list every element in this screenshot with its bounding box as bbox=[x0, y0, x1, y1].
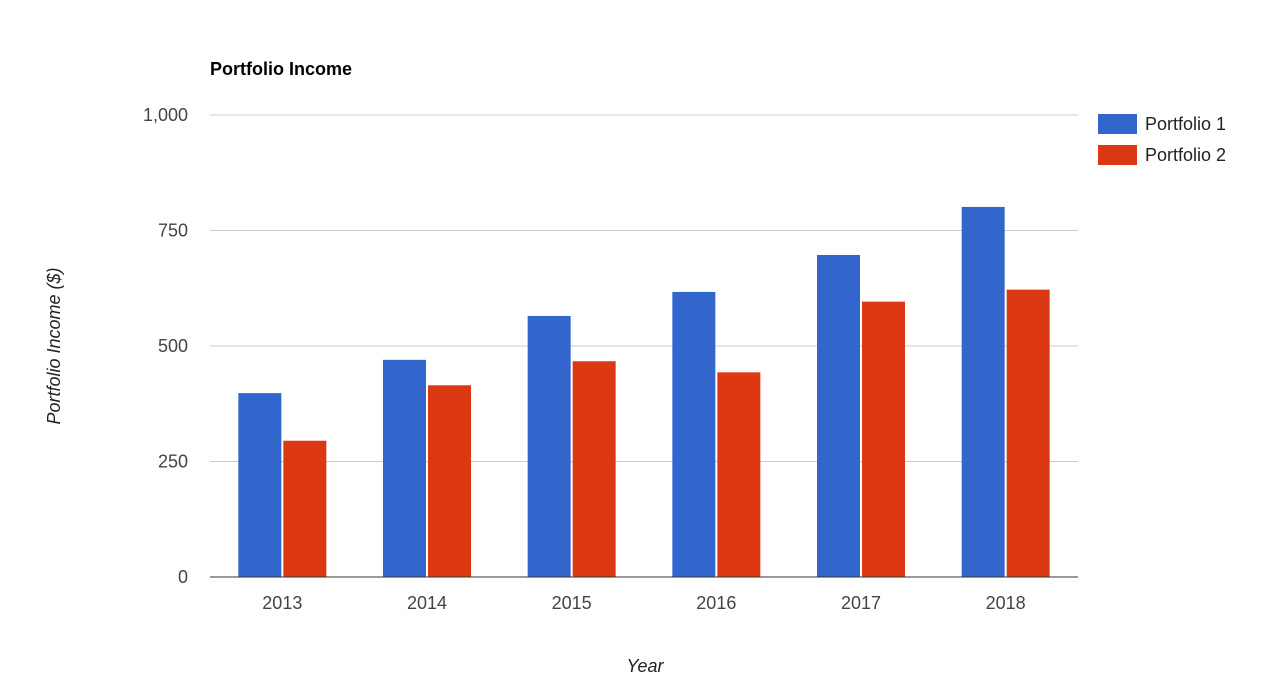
bar-portfolio-1-2016[interactable] bbox=[672, 291, 716, 577]
y-tick-label: 0 bbox=[178, 567, 188, 587]
y-tick-label: 1,000 bbox=[143, 105, 188, 125]
bar-portfolio-2-2013[interactable] bbox=[283, 440, 327, 577]
bar-portfolio-1-2018[interactable] bbox=[961, 206, 1005, 578]
chart-title: Portfolio Income bbox=[210, 59, 352, 79]
gridlines bbox=[210, 114, 1078, 462]
bar-portfolio-1-2014[interactable] bbox=[383, 359, 426, 577]
bar-portfolio-2-2016[interactable] bbox=[717, 372, 761, 577]
bar-portfolio-1-2017[interactable] bbox=[817, 254, 860, 577]
x-tick-label: 2015 bbox=[552, 593, 592, 613]
x-tick-label: 2014 bbox=[407, 593, 447, 613]
x-tick-label: 2017 bbox=[841, 593, 881, 613]
y-tick-label: 250 bbox=[158, 452, 188, 472]
y-axis-ticks: 0 250 500 750 1,000 bbox=[143, 105, 188, 587]
y-tick-label: 750 bbox=[158, 221, 188, 241]
bar-portfolio-2-2018[interactable] bbox=[1006, 289, 1050, 577]
x-axis-ticks: 2013 2014 2015 2016 2017 2018 bbox=[262, 593, 1025, 613]
legend-swatch bbox=[1098, 114, 1137, 134]
legend-label: Portfolio 1 bbox=[1145, 114, 1226, 134]
x-tick-label: 2018 bbox=[986, 593, 1026, 613]
legend: Portfolio 1 Portfolio 2 bbox=[1098, 114, 1226, 165]
bars bbox=[238, 206, 1050, 578]
legend-label: Portfolio 2 bbox=[1145, 145, 1226, 165]
bar-portfolio-2-2017[interactable] bbox=[862, 301, 905, 577]
x-tick-label: 2016 bbox=[696, 593, 736, 613]
bar-portfolio-2-2015[interactable] bbox=[572, 361, 616, 577]
bar-portfolio-1-2015[interactable] bbox=[527, 315, 571, 577]
bar-portfolio-1-2013[interactable] bbox=[238, 393, 282, 577]
legend-swatch bbox=[1098, 145, 1137, 165]
x-tick-label: 2013 bbox=[262, 593, 302, 613]
y-axis-title: Portfolio Income ($) bbox=[44, 267, 64, 424]
bar-portfolio-2-2014[interactable] bbox=[428, 385, 471, 577]
y-tick-label: 500 bbox=[158, 336, 188, 356]
x-axis-title: Year bbox=[626, 656, 664, 676]
